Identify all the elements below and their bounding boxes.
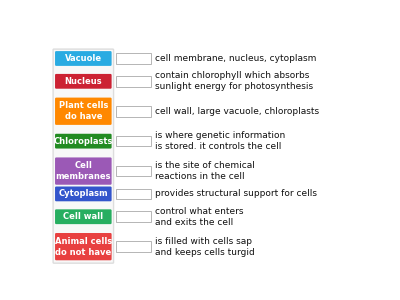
FancyBboxPatch shape	[55, 74, 112, 89]
FancyBboxPatch shape	[116, 53, 151, 64]
FancyBboxPatch shape	[55, 98, 112, 125]
Text: control what enters
and exits the cell: control what enters and exits the cell	[155, 207, 243, 227]
Text: cell membrane, nucleus, cytoplasm: cell membrane, nucleus, cytoplasm	[155, 54, 316, 63]
FancyBboxPatch shape	[116, 136, 151, 146]
FancyBboxPatch shape	[55, 134, 112, 148]
FancyBboxPatch shape	[55, 51, 112, 66]
FancyBboxPatch shape	[55, 233, 112, 260]
Text: cell wall, large vacuole, chloroplasts: cell wall, large vacuole, chloroplasts	[155, 107, 319, 116]
Text: Plant cells
do have: Plant cells do have	[59, 101, 108, 121]
FancyBboxPatch shape	[116, 76, 151, 87]
FancyBboxPatch shape	[116, 241, 151, 252]
FancyBboxPatch shape	[116, 166, 151, 176]
FancyBboxPatch shape	[55, 187, 112, 201]
FancyBboxPatch shape	[116, 212, 151, 222]
FancyBboxPatch shape	[53, 49, 114, 263]
Text: Cytoplasm: Cytoplasm	[58, 189, 108, 198]
Text: contain chlorophyll which absorbs
sunlight energy for photosynthesis: contain chlorophyll which absorbs sunlig…	[155, 71, 313, 92]
Text: is filled with cells sap
and keeps cells turgid: is filled with cells sap and keeps cells…	[155, 237, 254, 257]
FancyBboxPatch shape	[116, 189, 151, 199]
Text: Nucleus: Nucleus	[64, 77, 102, 86]
Text: Cell wall: Cell wall	[63, 212, 103, 221]
Text: Chloroplasts: Chloroplasts	[54, 137, 113, 146]
FancyBboxPatch shape	[55, 209, 112, 224]
FancyBboxPatch shape	[116, 106, 151, 117]
Text: provides structural support for cells: provides structural support for cells	[155, 189, 317, 198]
FancyBboxPatch shape	[55, 158, 112, 185]
Text: Cell
membranes: Cell membranes	[56, 161, 111, 181]
Text: Vacuole: Vacuole	[65, 54, 102, 63]
Text: is where genetic information
is stored. it controls the cell: is where genetic information is stored. …	[155, 131, 285, 151]
Text: is the site of chemical
reactions in the cell: is the site of chemical reactions in the…	[155, 161, 254, 181]
Text: Animal cells
do not have: Animal cells do not have	[55, 237, 112, 257]
